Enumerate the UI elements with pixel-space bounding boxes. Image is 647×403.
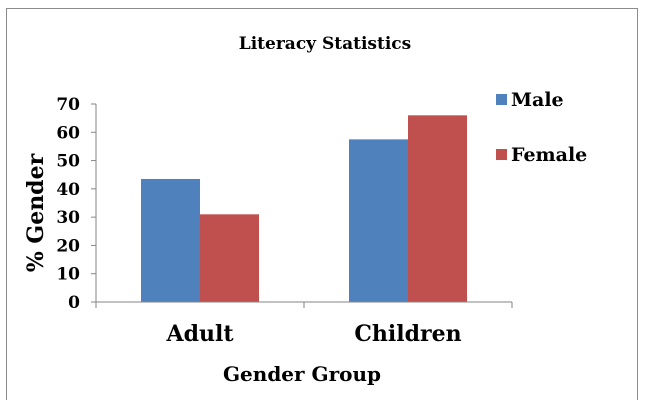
- y-tick-label: 60: [56, 123, 80, 143]
- bar-female-children: [408, 115, 467, 302]
- chart-title: Literacy Statistics: [239, 34, 411, 54]
- legend: Male Female: [496, 89, 587, 166]
- y-tick-label: 30: [56, 208, 80, 228]
- bar-male-children: [349, 139, 408, 302]
- bar-male-adult: [141, 178, 200, 302]
- legend-swatch-female: [496, 149, 507, 160]
- chart-frame: [6, 8, 638, 400]
- y-tick-label: 10: [56, 265, 80, 285]
- y-tick-labels: 0 10 20 30 40 50 60 70: [56, 95, 96, 313]
- y-axis-label: % Gender: [23, 153, 49, 272]
- y-tick-label: 40: [56, 180, 80, 200]
- x-axis-label: Gender Group: [223, 362, 381, 386]
- x-category-label: Adult: [166, 321, 235, 347]
- legend-label-male: Male: [511, 89, 564, 111]
- y-tick-label: 70: [56, 95, 80, 115]
- x-category-label: Children: [354, 321, 461, 347]
- y-tick-label: 0: [68, 293, 80, 313]
- x-category-labels: Adult Children: [166, 321, 462, 347]
- y-tick-label: 50: [56, 152, 80, 172]
- y-tick-label: 20: [56, 236, 80, 256]
- legend-swatch-male: [496, 94, 507, 105]
- legend-label-female: Female: [511, 144, 587, 166]
- bars: [141, 115, 467, 302]
- x-tick-marks: [95, 302, 513, 308]
- bar-female-adult: [200, 214, 259, 302]
